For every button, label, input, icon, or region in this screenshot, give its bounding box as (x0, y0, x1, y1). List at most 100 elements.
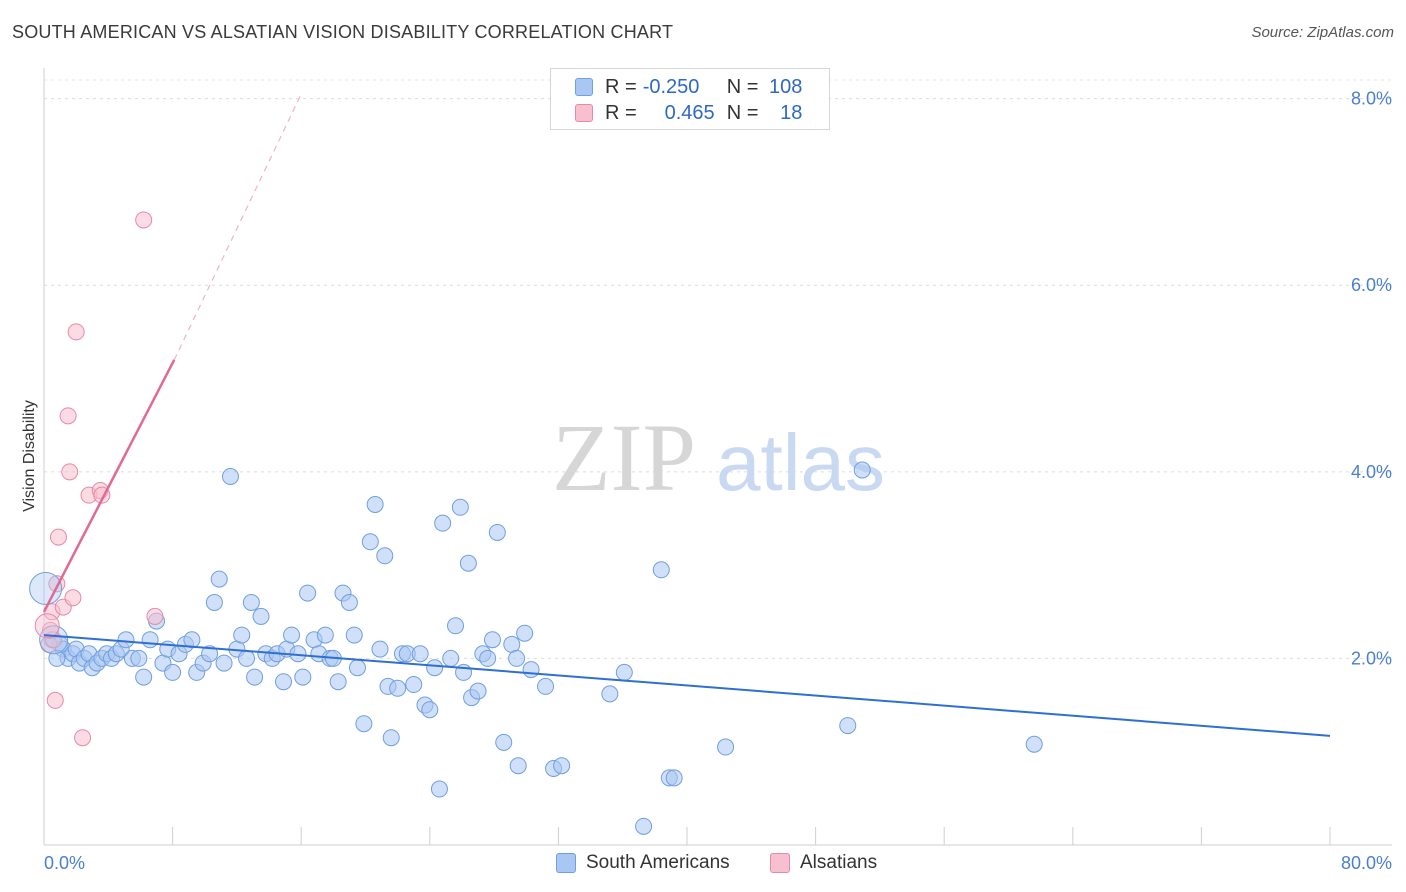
point-alsatian (135, 211, 153, 229)
point-south-american (469, 682, 487, 700)
point-south-american (382, 729, 400, 747)
point-south-american (283, 626, 301, 644)
point-south-american (522, 661, 540, 679)
point-south-american (853, 461, 871, 479)
grid-lines (44, 79, 1392, 659)
point-south-american (361, 533, 379, 551)
point-south-american (447, 617, 465, 635)
x-tick-label-min: 0.0% (44, 853, 85, 873)
point-south-american (426, 659, 444, 677)
point-south-american (479, 649, 497, 667)
point-alsatian (146, 607, 164, 625)
point-south-american (434, 514, 452, 532)
point-south-american (459, 554, 477, 572)
point-south-american (316, 626, 334, 644)
point-south-american (483, 631, 501, 649)
point-south-american (615, 663, 633, 681)
legend-swatch-south-americans (575, 78, 593, 96)
y-tick-label: 6.0% (1351, 275, 1392, 295)
data-points (29, 211, 1043, 835)
point-south-american (275, 673, 293, 691)
legend-label-alsatians: Alsatians (800, 852, 878, 873)
point-south-american (405, 676, 423, 694)
point-south-american (665, 769, 683, 787)
legend-item-south-americans[interactable]: South Americans (556, 852, 730, 874)
y-tick-labels: 2.0% 4.0% 6.0% 8.0% (1351, 89, 1392, 669)
point-south-american (516, 624, 534, 642)
point-south-american (509, 757, 527, 775)
point-south-american (141, 631, 159, 649)
trend-line-alsatians (42, 359, 176, 613)
legend-r-value: -0.250 (642, 75, 700, 98)
point-south-american (135, 668, 153, 686)
point-south-american (635, 817, 653, 835)
legend-swatch-alsatians (575, 104, 593, 122)
point-south-american (117, 631, 135, 649)
point-alsatian (59, 407, 77, 425)
watermark-zip: ZIP (552, 404, 696, 511)
y-tick-label: 2.0% (1351, 648, 1392, 668)
point-south-american (495, 733, 513, 751)
series-legend: South Americans Alsatians (0, 852, 1406, 876)
point-south-american (451, 498, 469, 516)
legend-swatch-alsatians (770, 853, 790, 873)
point-south-american (601, 685, 619, 703)
watermark-atlas: atlas (716, 418, 885, 507)
point-south-american (221, 467, 239, 485)
point-south-american (48, 649, 66, 667)
point-south-american (366, 495, 384, 513)
point-south-american (39, 625, 69, 655)
trend-line-south-americans (43, 634, 1331, 737)
point-south-american (376, 547, 394, 565)
point-south-american (839, 717, 857, 735)
y-axis-label: Vision Disability (21, 400, 38, 512)
x-axis-ticks (172, 827, 1331, 845)
point-south-american (340, 593, 358, 611)
legend-label-south-americans: South Americans (586, 852, 730, 873)
point-south-american (348, 659, 366, 677)
point-south-american (421, 701, 439, 719)
point-south-american (1025, 735, 1043, 753)
point-south-american (411, 645, 429, 663)
point-south-american (294, 668, 312, 686)
legend-item-alsatians[interactable]: Alsatians (770, 852, 877, 874)
point-south-american (201, 645, 219, 663)
legend-row-alsatians: R = 0.465 N = 18 (575, 101, 802, 125)
point-south-american (652, 561, 670, 579)
point-south-american (29, 571, 63, 605)
legend-r-label: R = (605, 101, 637, 124)
point-alsatian (46, 691, 64, 709)
x-tick-label-max: 80.0% (1341, 853, 1392, 873)
point-south-american (164, 663, 182, 681)
watermark: ZIP atlas (552, 404, 885, 511)
legend-row-south-americans: R = -0.250 N = 108 (575, 75, 802, 99)
y-tick-label: 4.0% (1351, 462, 1392, 482)
point-south-american (488, 523, 506, 541)
point-alsatian (34, 613, 60, 639)
correlation-legend: R = -0.250 N = 108 R = 0.465 N = 18 (550, 68, 830, 130)
point-south-american (238, 649, 256, 667)
legend-r-value: 0.465 (664, 101, 715, 124)
point-alsatian (67, 323, 85, 341)
point-south-american (246, 668, 264, 686)
point-south-american (442, 649, 460, 667)
trend-line-alsatians-extrapolated (173, 93, 302, 361)
point-south-american (130, 649, 148, 667)
point-south-american (553, 757, 571, 775)
legend-n-label: N = (726, 101, 759, 124)
point-south-american (183, 631, 201, 649)
y-tick-label: 8.0% (1351, 89, 1392, 109)
point-south-american (299, 584, 317, 602)
point-alsatian (64, 589, 82, 607)
point-south-american (242, 593, 260, 611)
point-alsatian (74, 729, 92, 747)
point-alsatian (61, 463, 79, 481)
point-alsatian (49, 528, 67, 546)
source-label: Source: ZipAtlas.com (1251, 24, 1394, 41)
legend-n-value: 18 (780, 101, 803, 124)
point-south-american (355, 715, 373, 733)
point-south-american (215, 654, 233, 672)
point-south-american (537, 677, 555, 695)
point-south-american (389, 679, 407, 697)
